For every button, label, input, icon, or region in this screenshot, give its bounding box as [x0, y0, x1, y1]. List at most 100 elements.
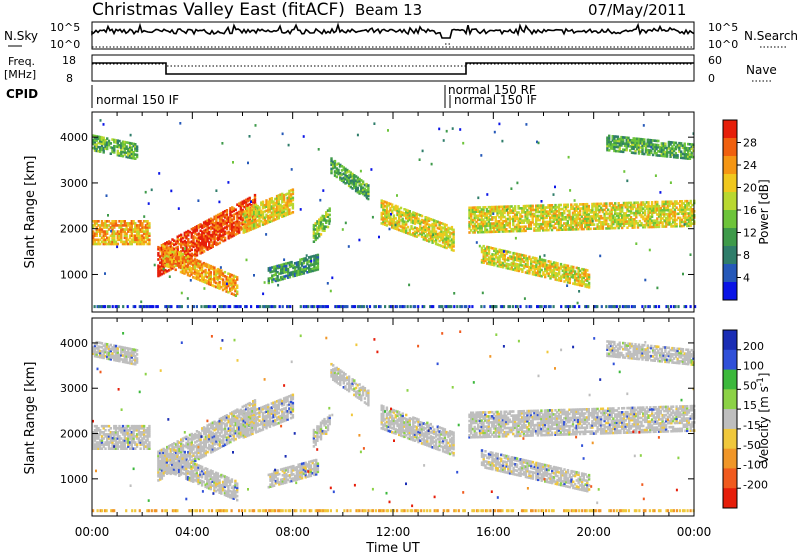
power-cell-393	[123, 147, 126, 150]
power-cell-1419	[247, 227, 251, 230]
power-cell-1972	[380, 222, 383, 225]
power-cell-776	[209, 246, 213, 249]
nsearch-tick-top: 10^5	[708, 21, 738, 34]
power-cell-1164	[183, 255, 186, 259]
power-cell-2087	[401, 219, 404, 223]
power-cell-1392	[242, 231, 245, 234]
power-cell-2462	[487, 222, 490, 225]
power-cell-2376	[471, 206, 475, 209]
power-cell-218	[135, 232, 139, 235]
power-cell-2060	[396, 213, 399, 217]
power-cell-2004	[385, 217, 389, 221]
power-cell-2535	[499, 217, 503, 221]
power-cell-4427	[203, 287, 206, 290]
power-cell-677	[195, 253, 199, 257]
power-cell-2600	[512, 221, 515, 225]
power-cell-1222	[197, 274, 200, 277]
power-cell-1223	[197, 272, 200, 275]
power-cell-3494	[679, 220, 682, 224]
power-cell-1827	[315, 266, 318, 270]
power-cell-248	[141, 234, 144, 237]
power-cell-2855	[559, 220, 562, 223]
power-cell-2371	[471, 220, 475, 224]
power-cell-2234	[431, 226, 434, 230]
power-cell-678	[195, 251, 199, 255]
power-cell-1631	[286, 207, 289, 210]
power-cell-3215	[626, 222, 629, 225]
power-cell-3228	[628, 214, 631, 217]
power-cell-2090	[401, 211, 404, 215]
power-cell-315	[99, 150, 102, 153]
power-cell-1517	[265, 201, 268, 204]
power-cell-517	[167, 242, 171, 245]
power-cell-4719	[669, 181, 672, 184]
power-cell-3164	[617, 226, 620, 230]
power-cell-2302	[445, 246, 448, 250]
power-cell-2714	[535, 221, 538, 224]
power-cell-1664	[291, 190, 295, 193]
power-cell-2685	[527, 206, 531, 210]
power-cell-2355	[468, 210, 471, 214]
power-cell-675	[194, 228, 197, 231]
power-cell-179	[128, 234, 132, 237]
power-cell-2130	[410, 218, 413, 222]
power-cell-2395	[475, 210, 478, 213]
power-cell-320	[99, 137, 102, 141]
power-cell-3237	[629, 211, 633, 215]
power-cell-1417	[246, 207, 249, 210]
power-cell-1402	[244, 226, 247, 229]
power-cell-1549	[272, 219, 275, 222]
power-cell-2594	[510, 211, 513, 214]
power-cell-1375	[232, 280, 235, 284]
power-cell-3456	[670, 210, 673, 214]
power-cell-3020	[589, 221, 592, 224]
power-cell-3593	[484, 257, 487, 261]
power-cell-3585	[482, 259, 485, 262]
power-cell-3144	[612, 206, 615, 209]
power-cell-126	[118, 236, 121, 240]
power-cell-359	[113, 144, 116, 148]
power-cell-1660	[291, 202, 295, 206]
power-cell-590	[180, 243, 183, 247]
power-cell-3498	[679, 208, 682, 211]
power-cell-854	[220, 228, 223, 231]
power-cell-1653	[289, 197, 293, 200]
power-cell-1253	[204, 279, 207, 282]
power-cell-1749	[292, 270, 295, 274]
power-cell-2970	[580, 207, 583, 210]
power-cell-3213	[624, 201, 627, 205]
power-cell-888	[225, 223, 229, 226]
power-cell-2261	[436, 233, 439, 236]
power-cell-1695	[276, 275, 279, 278]
power-cell-3261	[633, 201, 636, 205]
power-cell-2946	[577, 223, 580, 227]
power-cell-310	[97, 149, 100, 153]
power-cell-1768	[297, 265, 300, 268]
power-cell-2923	[573, 228, 576, 231]
power-cell-2623	[515, 211, 519, 214]
power-cell-2867	[561, 207, 564, 211]
power-cell-989	[241, 217, 244, 220]
power-cell-637	[187, 229, 190, 233]
power-cell-875	[223, 238, 227, 242]
power-cell-1579	[277, 216, 280, 220]
power-cell-885	[225, 231, 229, 235]
power-cell-2668	[524, 204, 527, 208]
power-cell-3090	[601, 204, 605, 208]
power-cell-1129	[176, 258, 179, 262]
power-cell-705	[199, 243, 202, 247]
power-cell-2141	[412, 211, 415, 214]
power-cell-189	[130, 232, 133, 235]
power-cell-635	[187, 233, 190, 237]
power-cell-2273	[440, 244, 443, 248]
power-cell-2323	[448, 239, 452, 243]
power-cell-959	[236, 213, 239, 217]
power-cell-4458	[248, 135, 251, 138]
power-cell-2144	[413, 230, 417, 234]
power-cell-3202	[622, 212, 626, 215]
power-cell-3265	[635, 213, 638, 217]
power-cell-914	[229, 213, 232, 216]
power-cell-3471	[673, 220, 677, 224]
power-cell-4394	[147, 202, 150, 205]
power-cell-3592	[484, 259, 487, 263]
